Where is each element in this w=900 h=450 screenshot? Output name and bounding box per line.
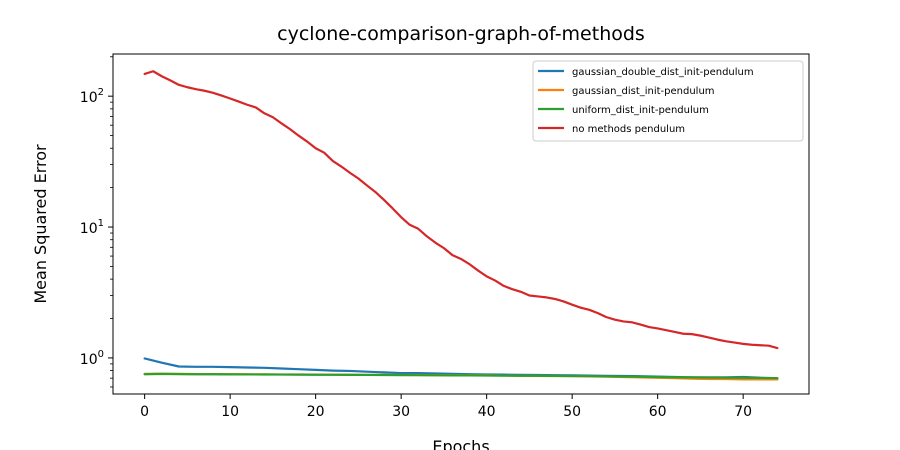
series-line-2: [143, 372, 779, 380]
plot-area: [112, 53, 810, 395]
y-tick-label: 100: [80, 349, 104, 368]
x-tick-label: 40: [478, 404, 496, 420]
y-tick-label: 101: [80, 218, 104, 237]
x-tick-label: 20: [307, 404, 325, 420]
x-tick-label: 30: [392, 404, 410, 420]
legend-label: gaussian_dist_init-pendulum: [572, 86, 715, 97]
y-axis: 100 101 102: [80, 56, 113, 388]
legend-label: uniform_dist_init-pendulum: [572, 105, 709, 116]
legend-box: [532, 60, 804, 142]
x-axis-label: Epochs: [432, 437, 489, 450]
x-tick-label: 60: [649, 404, 667, 420]
x-tick-label: 10: [221, 404, 239, 420]
legend: gaussian_double_dist_init-pendulumgaussi…: [532, 60, 804, 142]
x-tick-label: 0: [140, 404, 149, 420]
x-tick-label: 50: [563, 404, 581, 420]
x-axis: 0 10 20 30 40 50 60 70: [140, 394, 752, 420]
y-tick-label: 102: [80, 87, 104, 106]
plot-frame: [112, 53, 810, 395]
y-axis-label: Mean Squared Error: [31, 144, 50, 304]
series-line-3: [143, 70, 779, 350]
legend-label: gaussian_double_dist_init-pendulum: [572, 67, 754, 78]
chart-title: cyclone-comparison-graph-of-methods: [277, 23, 645, 45]
legend-label: no methods pendulum: [572, 124, 685, 135]
x-tick-label: 70: [734, 404, 752, 420]
